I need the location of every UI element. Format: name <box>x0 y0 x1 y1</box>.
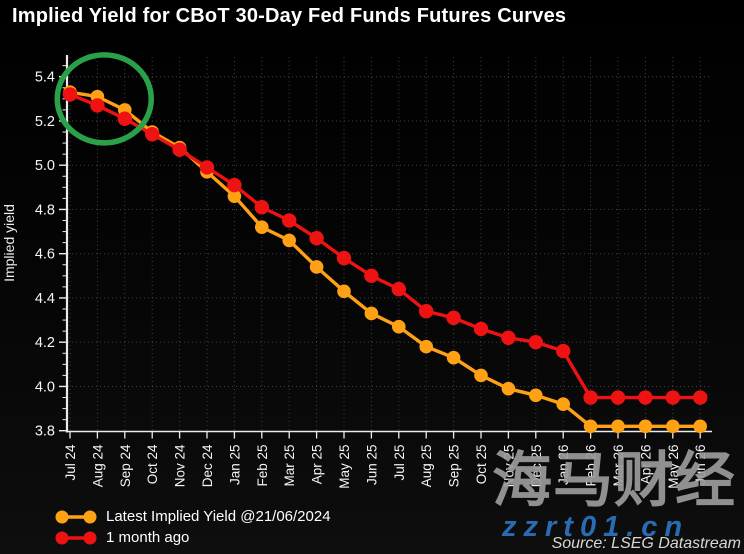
data-point <box>336 250 352 266</box>
data-point <box>90 98 105 113</box>
data-point <box>693 390 708 405</box>
x-tick-label: Apr 26 <box>638 445 653 485</box>
x-tick-label: Sep 24 <box>118 444 133 487</box>
legend-item-1-month-ago: 1 month ago <box>52 527 331 548</box>
x-tick-label: Nov 25 <box>501 445 516 488</box>
data-point <box>611 419 625 434</box>
data-point <box>419 304 434 319</box>
x-tick-label: Sep 25 <box>447 445 462 488</box>
data-point <box>117 111 132 126</box>
x-tick-label: Dec 24 <box>200 444 215 487</box>
x-tick-label: Aug 25 <box>419 445 434 488</box>
x-tick-label: Jul 25 <box>392 445 407 481</box>
source-credit: Source: LSEG Datastream <box>551 535 741 552</box>
x-tick-label: Oct 24 <box>145 444 160 484</box>
data-point <box>282 233 297 248</box>
data-point <box>446 310 461 326</box>
y-axis: 3.8 4.0 4.2 4.4 4.6 4.8 5.0 5.2 5.4 <box>35 65 67 440</box>
axes <box>65 55 712 433</box>
y-tick-label: 4.4 <box>35 291 55 307</box>
x-tick-label: Mar 26 <box>611 445 626 487</box>
legend-item-latest-implied-yield: Latest Implied Yield @21/06/2024 <box>52 506 331 527</box>
legend-marker-red-icon <box>55 531 97 544</box>
legend-marker-orange-icon <box>55 510 97 523</box>
data-point <box>666 419 680 434</box>
data-point <box>473 321 489 337</box>
y-tick-label: 5.2 <box>35 114 55 130</box>
highlight-circle-annotation <box>54 52 154 146</box>
y-tick-label: 4.8 <box>35 202 55 218</box>
data-point <box>529 388 543 403</box>
data-point <box>254 200 269 215</box>
y-tick-label: 4.6 <box>35 247 55 263</box>
y-tick-label: 3.8 <box>35 424 55 440</box>
x-tick-label: Oct 25 <box>474 445 489 485</box>
data-point <box>337 284 351 299</box>
data-point <box>583 390 598 405</box>
data-point <box>199 160 215 175</box>
data-point <box>501 330 516 345</box>
chart-title: Implied Yield for CBoT 30-Day Fed Funds … <box>12 5 567 27</box>
legend-label-1-month-ago: 1 month ago <box>106 529 190 546</box>
data-point <box>364 306 379 321</box>
data-point <box>309 260 324 274</box>
data-point <box>309 231 324 246</box>
y-tick-label: 4.2 <box>35 335 55 351</box>
data-point <box>610 390 626 405</box>
data-point <box>556 343 571 359</box>
x-tick-label: Jan 26 <box>556 445 571 486</box>
data-point <box>638 419 653 434</box>
data-point <box>446 350 461 365</box>
x-tick-label: Apr 25 <box>310 445 325 485</box>
data-point <box>392 319 406 334</box>
data-point <box>419 339 434 354</box>
x-tick-label: Jul 24 <box>63 444 78 481</box>
x-axis: Jul 24 Aug 24 Sep 24 Oct 24 Nov 24 Dec 24 Jan … <box>63 431 708 489</box>
data-point <box>693 419 707 434</box>
data-point <box>145 127 160 142</box>
data-point <box>227 177 242 193</box>
data-point <box>62 87 78 102</box>
legend-label-latest-implied-yield: Latest Implied Yield @21/06/2024 <box>106 508 331 525</box>
y-tick-label: 5.4 <box>35 70 55 86</box>
data-point <box>172 142 187 157</box>
data-point <box>474 368 488 383</box>
data-point <box>528 335 543 350</box>
x-tick-label: Aug 24 <box>90 444 105 487</box>
y-axis-title: Implied yield <box>1 204 17 282</box>
x-tick-label: Feb 25 <box>255 445 270 487</box>
x-tick-label: Jan 25 <box>227 445 242 486</box>
x-tick-label: May 26 <box>666 445 681 489</box>
data-point <box>665 390 680 405</box>
data-point <box>364 268 379 284</box>
x-tick-label: Dec 25 <box>529 445 544 488</box>
y-tick-label: 5.0 <box>35 158 55 174</box>
x-tick-label: Jun 25 <box>364 445 379 486</box>
gridlines <box>68 57 712 431</box>
chart-legend: Latest Implied Yield @21/06/2024 1 month… <box>52 506 331 548</box>
watermark-site-url: zzrt01.cn <box>502 511 690 543</box>
data-point <box>391 281 406 297</box>
x-tick-label: Feb 26 <box>584 445 599 487</box>
data-point <box>227 189 242 203</box>
data-point <box>583 419 598 434</box>
watermark-cjk-text: 海马财经 <box>492 447 736 514</box>
data-point <box>501 381 516 396</box>
data-point <box>282 213 297 228</box>
data-point <box>556 397 570 411</box>
data-point <box>254 220 269 234</box>
x-tick-label: Jun 26 <box>693 445 708 486</box>
x-tick-label: Mar 25 <box>282 445 297 487</box>
x-tick-label: May 25 <box>337 445 352 489</box>
y-tick-label: 4.0 <box>35 379 55 395</box>
series-1-month-ago <box>62 87 708 405</box>
x-tick-label: Nov 24 <box>173 444 188 487</box>
data-point <box>638 390 653 405</box>
